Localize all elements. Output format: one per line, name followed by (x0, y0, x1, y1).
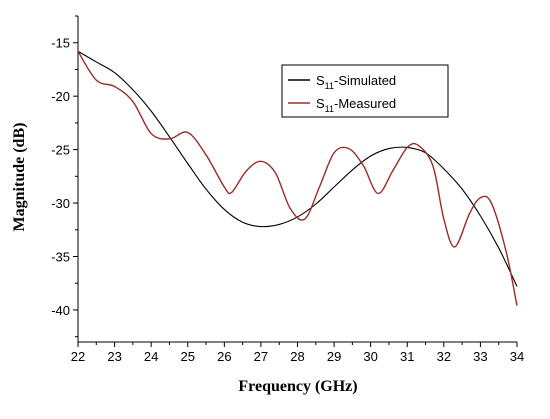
y-tick-label: -25 (51, 143, 70, 158)
legend-label: S11-Simulated (316, 73, 396, 91)
x-tick-label: 33 (473, 349, 487, 364)
legend-label: S11-Measured (316, 96, 396, 114)
x-tick-label: 25 (181, 349, 195, 364)
series-line-measured (77, 50, 518, 306)
x-tick-label: 27 (254, 349, 268, 364)
x-tick-label: 29 (327, 349, 341, 364)
y-tick-label: -15 (51, 36, 70, 51)
series-layer (77, 50, 518, 306)
y-tick-label: -20 (51, 89, 70, 104)
y-tick-label: -35 (51, 249, 70, 264)
x-axis-title: Frequency (GHz) (238, 378, 357, 395)
x-tick-label: 22 (71, 349, 85, 364)
y-tick-label: -40 (51, 303, 70, 318)
x-tick-label: 28 (290, 349, 304, 364)
x-tick-label: 32 (437, 349, 451, 364)
x-tick-label: 23 (107, 349, 121, 364)
x-tick-label: 24 (144, 349, 158, 364)
x-tick-label: 26 (217, 349, 231, 364)
ticks-layer: 22 23 24 25 26 27 28 29 30 31 32 33 34 -40 -35 -30 -25 -2… (51, 15, 524, 364)
x-tick-label: 31 (400, 349, 414, 364)
y-tick-label: -30 (51, 196, 70, 211)
x-tick-label: 34 (510, 349, 524, 364)
y-axis-title: Magnitude (dB) (11, 123, 28, 232)
legend-box (281, 64, 449, 118)
x-tick-label: 30 (363, 349, 377, 364)
series-line-simulated (77, 50, 518, 287)
legend: S11-Simulated S11-Measured (281, 64, 449, 118)
